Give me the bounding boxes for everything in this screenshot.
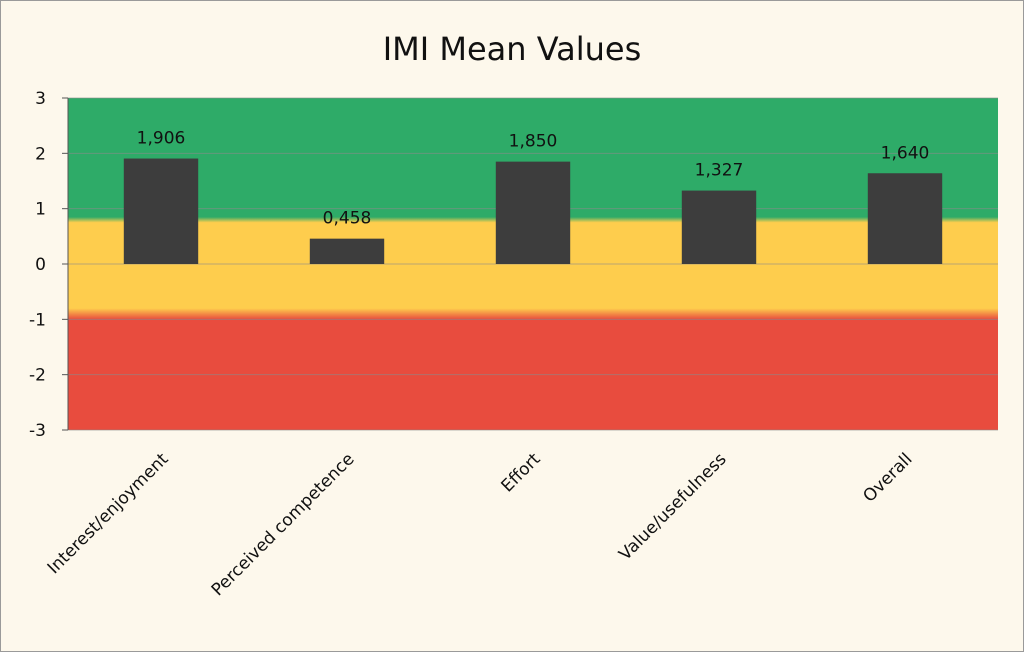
y-tick-label: 2 xyxy=(35,144,46,164)
data-label: 1,850 xyxy=(509,132,558,152)
y-axis-tick-labels: 3 2 1 0 -1 -2 -3 xyxy=(29,89,46,441)
category-label: Interest/enjoyment xyxy=(44,449,173,578)
data-label: 1,327 xyxy=(695,161,744,181)
bar xyxy=(681,190,757,264)
y-tick-label: -3 xyxy=(29,421,46,441)
bar xyxy=(123,158,199,264)
data-label: 1,906 xyxy=(137,129,186,149)
bars xyxy=(123,158,943,264)
y-tick-label: -1 xyxy=(29,310,46,330)
y-tick-label: 1 xyxy=(35,200,46,220)
y-tick-label: 3 xyxy=(35,89,46,109)
y-tick-label: -2 xyxy=(29,366,46,386)
bar xyxy=(309,238,385,264)
bar xyxy=(867,173,943,264)
category-label: Value/usefulness xyxy=(615,449,730,564)
bar xyxy=(495,161,571,264)
category-label: Overall xyxy=(859,449,916,506)
category-label: Effort xyxy=(498,449,545,496)
data-label: 0,458 xyxy=(323,209,372,229)
data-label: 1,640 xyxy=(881,143,930,163)
y-tick-label: 0 xyxy=(35,255,46,275)
chart-title: IMI Mean Values xyxy=(383,30,642,68)
data-labels: 1,906 0,458 1,850 1,327 1,640 xyxy=(137,129,930,229)
category-labels: Interest/enjoyment Perceived competence Ef… xyxy=(44,449,917,600)
category-label: Perceived competence xyxy=(208,449,359,600)
